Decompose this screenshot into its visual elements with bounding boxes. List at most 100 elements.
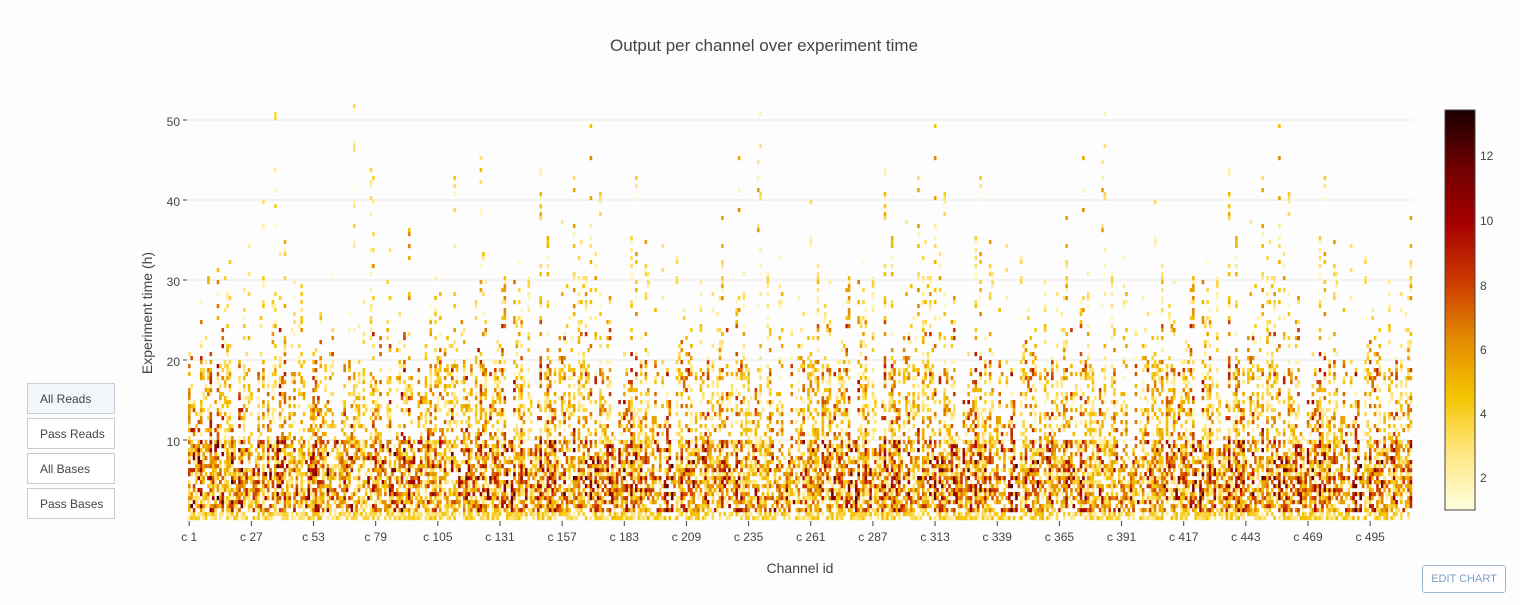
heatmap-cell <box>290 424 294 429</box>
heatmap-cell <box>503 432 507 437</box>
heatmap-cell <box>560 420 564 425</box>
heatmap-cell <box>300 460 303 465</box>
heatmap-cell <box>654 440 657 445</box>
heatmap-cell <box>242 436 246 441</box>
heatmap-cell <box>384 508 387 513</box>
heatmap-cell <box>577 492 581 497</box>
heatmap-cell <box>376 452 380 457</box>
heatmap-cell <box>537 508 540 513</box>
heatmap-cell <box>192 428 196 433</box>
heatmap-cell <box>417 516 421 521</box>
heatmap-cell <box>283 496 287 501</box>
heatmap-cell <box>577 360 581 365</box>
heatmap-cell <box>494 480 497 485</box>
heatmap-cell <box>479 280 483 285</box>
heatmap-cell <box>482 428 485 433</box>
heatmap-cell <box>560 508 564 513</box>
heatmap-cell <box>594 440 597 445</box>
heatmap-cell <box>711 484 715 489</box>
heatmap-cell <box>505 504 509 509</box>
heatmap-cell <box>546 432 550 437</box>
heatmap-cell <box>415 500 418 505</box>
heatmap-cell <box>470 364 473 369</box>
heatmap-cell <box>443 420 447 425</box>
heatmap-cell <box>503 460 507 465</box>
heatmap-cell <box>364 408 368 413</box>
heatmap-cell <box>419 396 423 401</box>
heatmap-cell <box>333 508 337 513</box>
heatmap-cell <box>474 356 478 361</box>
heatmap-cell <box>369 320 373 325</box>
heatmap-cell <box>324 492 327 497</box>
heatmap-cell <box>498 464 502 469</box>
heatmap-cell <box>472 472 476 477</box>
heatmap-cell <box>195 424 198 429</box>
heatmap-cell <box>630 276 633 281</box>
heatmap-cell <box>467 500 471 505</box>
heatmap-cell <box>568 400 571 405</box>
heatmap-cell <box>570 500 574 505</box>
heatmap-cell <box>319 340 323 345</box>
heatmap-cell <box>233 516 237 521</box>
heatmap-cell <box>240 516 244 521</box>
heatmap-cell <box>407 396 411 401</box>
heatmap-cell <box>522 428 526 433</box>
heatmap-cell <box>462 380 466 385</box>
heatmap-cell <box>725 452 729 457</box>
heatmap-cell <box>680 472 684 477</box>
heatmap-cell <box>661 424 664 429</box>
heatmap-cell <box>360 424 363 429</box>
heatmap-cell <box>539 380 543 385</box>
heatmap-cell <box>281 456 284 461</box>
heatmap-cell <box>238 416 241 421</box>
heatmap-cell <box>407 456 411 461</box>
heatmap-cell <box>278 356 282 361</box>
heatmap-cell <box>721 332 724 337</box>
heatmap-cell <box>584 444 588 449</box>
heatmap-cell <box>630 416 633 421</box>
heatmap-cell <box>434 428 437 433</box>
heatmap-cell <box>725 416 729 421</box>
heatmap-cell <box>577 512 581 517</box>
heatmap-cell <box>283 352 287 357</box>
heatmap-cell <box>620 500 624 505</box>
heatmap-cell <box>520 404 523 409</box>
heatmap-cell <box>254 508 258 513</box>
heatmap-cell <box>687 500 691 505</box>
heatmap-cell <box>601 496 605 501</box>
heatmap-cell <box>582 468 586 473</box>
heatmap-cell <box>474 500 478 505</box>
heatmap-cell <box>706 484 710 489</box>
heatmap-cell <box>312 388 315 393</box>
heatmap-cell <box>489 432 492 437</box>
heatmap-cell <box>453 396 456 401</box>
heatmap-cell <box>190 384 193 389</box>
heatmap-cell <box>450 492 454 497</box>
heatmap-cell <box>577 292 581 297</box>
heatmap-cell <box>331 392 335 397</box>
heatmap-cell <box>687 508 691 513</box>
heatmap-cell <box>553 456 557 461</box>
heatmap-cell <box>321 456 325 461</box>
heatmap-cell <box>235 476 239 481</box>
heatmap-cell <box>582 364 586 369</box>
heatmap-cell <box>687 448 691 453</box>
heatmap-cell <box>711 500 715 505</box>
heatmap-cell <box>278 500 282 505</box>
heatmap-cell <box>699 376 703 381</box>
heatmap-cell <box>202 368 205 373</box>
heatmap-cell <box>568 508 571 513</box>
heatmap-cell <box>501 388 504 393</box>
heatmap-cell <box>496 488 499 493</box>
heatmap-cell <box>651 480 655 485</box>
heatmap-cell <box>577 496 581 501</box>
heatmap-cell <box>274 488 277 493</box>
heatmap-cell <box>424 436 428 441</box>
heatmap-cell <box>436 380 440 385</box>
heatmap-cell <box>422 444 425 449</box>
heatmap-cell <box>690 512 693 517</box>
heatmap-cell <box>216 440 220 445</box>
heatmap-cell <box>580 372 583 377</box>
heatmap-cell <box>470 468 473 473</box>
heatmap-cell <box>587 428 590 433</box>
